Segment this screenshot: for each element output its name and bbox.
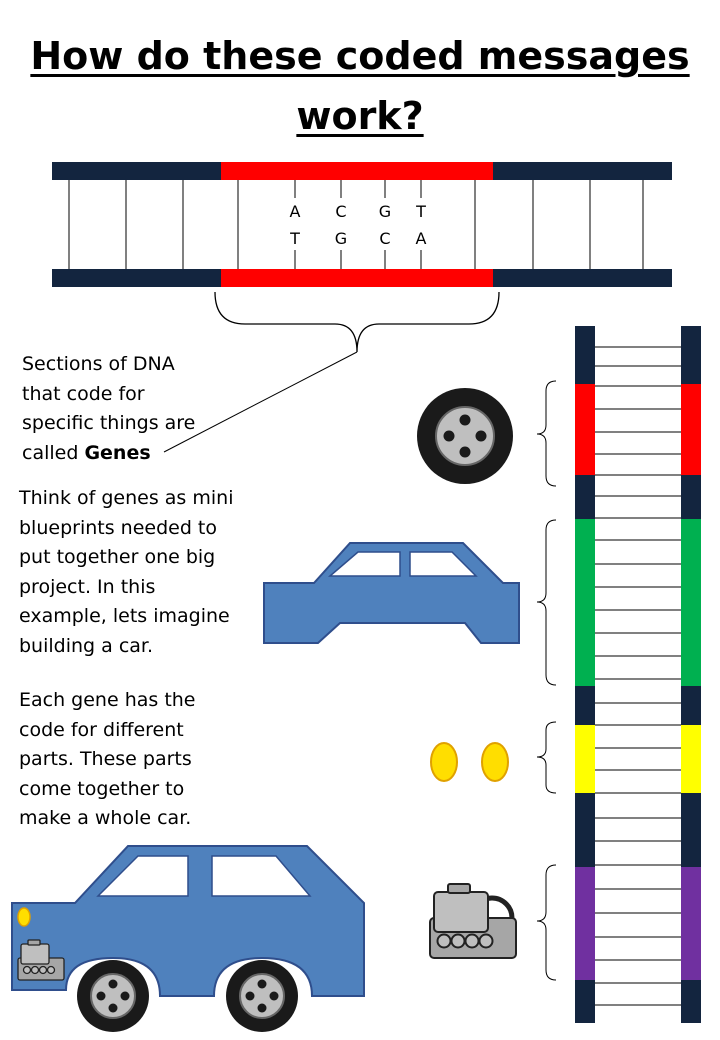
car-body-icon (263, 542, 520, 644)
blueprint-line: project. In this (19, 575, 156, 598)
rear-wheel (226, 960, 298, 1032)
blueprint-line: blueprints needed to (19, 516, 217, 539)
page-title-line1: How do these coded messages (30, 34, 690, 78)
genes-text: Sections of DNA that code for specific t… (22, 350, 195, 468)
front-wheel (77, 960, 149, 1032)
genes-term: Genes (84, 441, 151, 464)
body-gene-brace (536, 519, 557, 686)
parts-line: code for different (19, 718, 184, 741)
base-top-2: C (335, 202, 347, 221)
base-bottom-2: G (334, 229, 348, 248)
blueprint-line: example, lets imagine (19, 605, 230, 627)
horizontal-dna-rungs (68, 180, 644, 270)
wheel-gene-brace (536, 380, 557, 487)
parts-text: Each gene has the code for different par… (19, 686, 196, 834)
lights-gene-brace (536, 721, 557, 794)
genes-line: specific things are (22, 412, 196, 434)
blueprint-text: Think of genes as mini blueprints needed… (19, 484, 233, 661)
vertical-dna-left-strand (575, 326, 595, 1023)
horizontal-dna-bottom-strand (52, 269, 672, 287)
genes-line-last: called Genes (22, 439, 195, 469)
genes-line: Sections of DNA (22, 353, 175, 375)
genes-line: that code for (22, 382, 145, 405)
base-bottom-1: T (290, 229, 300, 248)
parts-line: make a whole car. (19, 807, 192, 829)
gene-brace (214, 291, 500, 353)
wheel-icon (417, 388, 513, 484)
blueprint-line: put together one big (19, 546, 216, 568)
base-bottom-4: A (415, 229, 427, 248)
headlights-icon (430, 742, 509, 782)
complete-car-icon (11, 845, 365, 1032)
base-top-1: A (289, 202, 301, 221)
horizontal-dna-top-strand (52, 162, 672, 180)
genes-line-prefix: called (22, 441, 85, 464)
base-top-3: G (378, 202, 392, 221)
genes-pointer-line (163, 351, 358, 453)
engine-gene-brace (536, 864, 557, 981)
blueprint-line: Think of genes as mini (19, 487, 234, 509)
engine-icon (429, 883, 517, 959)
vertical-dna-rungs (594, 346, 681, 1006)
vertical-dna-right-strand (681, 326, 701, 1023)
page-title-line2: work? (296, 94, 424, 138)
base-bottom-3: C (379, 229, 391, 248)
base-top-4: T (416, 202, 426, 221)
blueprint-line: building a car. (19, 634, 154, 657)
parts-line: parts. These parts (19, 748, 192, 770)
parts-line: Each gene has the (19, 689, 196, 711)
parts-line: come together to (19, 777, 185, 800)
